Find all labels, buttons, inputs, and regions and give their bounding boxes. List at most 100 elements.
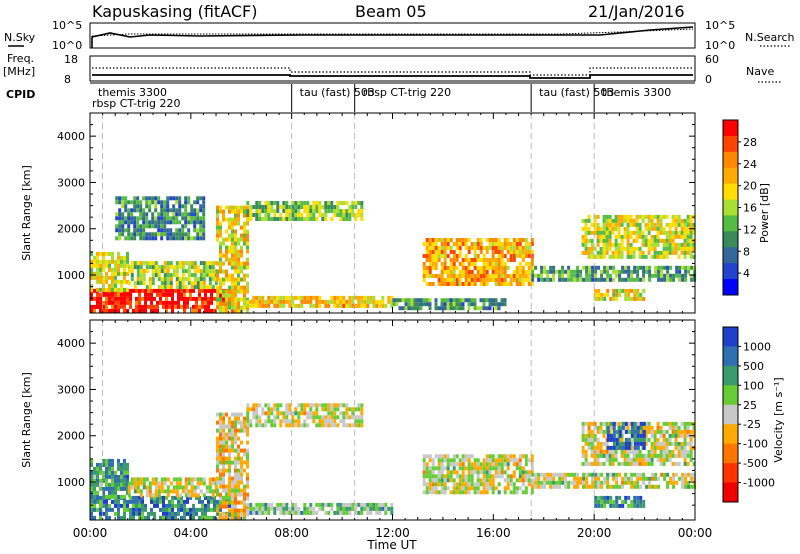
heatmap-cell (431, 482, 435, 487)
nave-label: Nave (746, 65, 774, 78)
heatmap-cell (665, 457, 669, 462)
heatmap-cell (102, 499, 105, 504)
heatmap-cell (318, 403, 322, 408)
heatmap-cell (166, 265, 170, 270)
colorbar-tick-label: 8 (743, 245, 750, 258)
heatmap-cell (639, 499, 643, 504)
heatmap-cell (117, 486, 120, 491)
heatmap-cell (596, 214, 600, 219)
heatmap-cell (485, 462, 489, 467)
heatmap-cell (120, 292, 123, 297)
heatmap-cell (581, 437, 585, 442)
heatmap-cell (102, 287, 105, 292)
heatmap-cell (410, 302, 414, 307)
heatmap-cell (135, 304, 138, 309)
heatmap-cell (485, 474, 489, 479)
heatmap-cell (219, 221, 222, 226)
heatmap-cell (681, 476, 685, 481)
heatmap-cell (336, 407, 340, 412)
heatmap-cell (90, 304, 93, 309)
heatmap-cell (641, 425, 645, 430)
heatmap-cell (665, 445, 669, 450)
heatmap-cell (222, 468, 225, 473)
heatmap-cell (219, 468, 222, 473)
heatmap-cell (93, 263, 96, 268)
heatmap-cell (99, 503, 102, 508)
heatmap-cell (584, 238, 588, 243)
heatmap-cell (611, 218, 615, 223)
heatmap-cell (180, 292, 183, 297)
heatmap-cell (635, 218, 639, 223)
heatmap-cell (129, 300, 132, 305)
heatmap-cell (225, 488, 228, 493)
heatmap-cell (237, 516, 240, 521)
heatmap-cell (602, 461, 606, 466)
heatmap-cell (222, 476, 225, 481)
heatmap-cell (503, 490, 507, 495)
heatmap-cell (467, 458, 471, 463)
heatmap-cell (663, 476, 667, 481)
heatmap-cell (372, 303, 376, 308)
heatmap-cell (626, 461, 630, 466)
heatmap-cell (485, 238, 489, 242)
heatmap-cell (605, 226, 609, 231)
heatmap-cell (653, 226, 657, 231)
heatmap-cell (121, 196, 125, 201)
heatmap-cell (452, 242, 456, 246)
heatmap-cell (659, 254, 663, 259)
heatmap-cell (327, 415, 331, 420)
heatmap-cell (599, 238, 603, 243)
heatmap-cell (204, 296, 207, 301)
heatmap-cell (482, 282, 486, 286)
heatmap-cell (225, 253, 228, 258)
heatmap-cell (171, 495, 174, 500)
heatmap-cell (653, 254, 657, 259)
heatmap-cell (624, 472, 628, 477)
heatmap-cell (509, 454, 513, 459)
heatmap-cell (111, 296, 114, 301)
heatmap-cell (618, 503, 622, 508)
heatmap-cell (246, 245, 249, 250)
heatmap-cell (246, 512, 249, 517)
heatmap-cell (632, 254, 636, 259)
heatmap-cell (117, 478, 120, 483)
heatmap-cell (467, 478, 471, 483)
heatmap-cell (148, 236, 152, 241)
heatmap-cell (267, 502, 271, 507)
heatmap-cell (657, 476, 661, 481)
heatmap-cell (145, 204, 149, 209)
heatmap-cell (139, 269, 143, 274)
heatmap-cell (127, 485, 131, 490)
heatmap-cell (686, 453, 690, 458)
heatmap-cell (237, 412, 240, 417)
heatmap-cell (258, 403, 262, 408)
heatmap-cell (449, 274, 453, 278)
heatmap-cell (503, 274, 507, 278)
heatmap-cell (596, 441, 600, 446)
heatmap-cell (633, 472, 637, 477)
heatmap-cell (458, 466, 462, 471)
heatmap-cell (692, 242, 696, 247)
heatmap-cell (437, 462, 441, 467)
heatmap-cell (237, 420, 240, 425)
heatmap-cell (219, 416, 222, 421)
heatmap-cell (228, 480, 231, 485)
heatmap-cell (130, 269, 134, 274)
heatmap-cell (689, 242, 693, 247)
heatmap-cell (596, 445, 600, 450)
heatmap-cell (138, 507, 141, 512)
heatmap-cell (199, 236, 203, 241)
heatmap-cell (351, 502, 355, 507)
heatmap-cell (614, 453, 618, 458)
heatmap-cell (222, 424, 225, 429)
heatmap-cell (172, 232, 176, 237)
heatmap-cell (135, 499, 138, 504)
heatmap-cell (300, 295, 304, 300)
heatmap-cell (225, 492, 228, 497)
heatmap-cell (208, 477, 212, 482)
heatmap-cell (461, 454, 465, 459)
heatmap-cell (102, 267, 105, 272)
heatmap-cell (318, 419, 322, 424)
heatmap-cell (620, 250, 624, 255)
heatmap-cell (482, 254, 486, 258)
